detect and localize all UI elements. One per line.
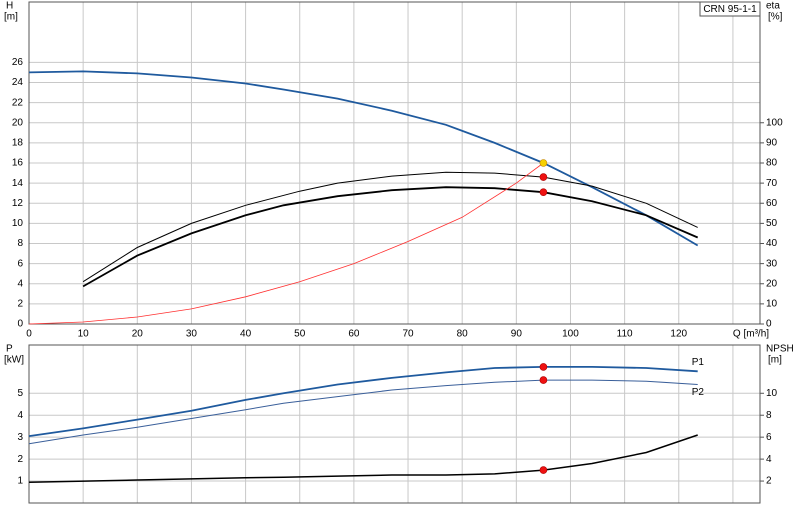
curve — [28, 434, 698, 483]
y-tick-label: 2 — [17, 299, 23, 310]
curve-label: P1 — [692, 357, 705, 368]
x-tick-label: 40 — [240, 329, 252, 340]
curve-label: P2 — [692, 387, 705, 398]
y-tick-label: 18 — [12, 138, 24, 149]
y-axis-label: H — [6, 1, 13, 12]
y2-tick-label: 0 — [766, 319, 772, 330]
curve — [28, 70, 699, 247]
y-tick-label: 3 — [17, 432, 23, 443]
y-tick-label: 10 — [12, 218, 24, 229]
x-tick-label: 50 — [294, 329, 306, 340]
operating-point — [539, 188, 548, 196]
plot-frame — [28, 344, 761, 504]
operating-point — [539, 159, 548, 167]
y2-tick-label: 20 — [766, 278, 778, 289]
x-tick-label: 90 — [511, 329, 523, 340]
y-axis-unit: [kW] — [4, 355, 24, 366]
y2-tick-label: 60 — [766, 198, 778, 209]
y-tick-label: 22 — [12, 97, 24, 108]
y-axis-label: P — [6, 344, 13, 355]
x-tick-label: 0 — [26, 329, 32, 340]
y2-tick-label: 90 — [766, 138, 778, 149]
x-tick-label: 10 — [78, 329, 90, 340]
y-tick-label: 4 — [17, 278, 23, 289]
y2-axis-label: NPSH — [766, 344, 794, 355]
y2-tick-label: 100 — [766, 117, 783, 128]
y-tick-label: 1 — [17, 476, 23, 487]
x-tick-label: 70 — [402, 329, 414, 340]
y-tick-label: 14 — [12, 178, 24, 189]
legend-box — [699, 1, 761, 17]
plot-frame — [28, 1, 761, 325]
y-tick-label: 8 — [17, 238, 23, 249]
x-tick-label: 60 — [348, 329, 360, 340]
curve — [82, 186, 699, 288]
operating-point — [539, 173, 548, 181]
operating-point — [539, 363, 548, 371]
y-tick-label: 6 — [17, 258, 23, 269]
y2-tick-label: 40 — [766, 238, 778, 249]
operating-point — [539, 466, 548, 474]
curve — [82, 171, 698, 283]
y-tick-label: 12 — [12, 198, 24, 209]
y2-tick-label: 8 — [766, 410, 772, 421]
y2-tick-label: 30 — [766, 258, 778, 269]
y-tick-label: 16 — [12, 158, 24, 169]
curve — [28, 366, 698, 437]
x-tick-label: Q [m³/h] — [733, 329, 769, 340]
y2-axis-unit: [%] — [768, 12, 783, 23]
y2-tick-label: 50 — [766, 218, 778, 229]
x-tick-label: 20 — [132, 329, 144, 340]
y-tick-label: 5 — [17, 388, 23, 399]
y-tick-label: 0 — [17, 319, 23, 330]
x-tick-label: 80 — [457, 329, 469, 340]
x-tick-label: 30 — [186, 329, 198, 340]
x-tick-label: 120 — [670, 329, 687, 340]
y-tick-label: 2 — [17, 454, 23, 465]
y-tick-label: 26 — [12, 57, 24, 68]
y2-tick-label: 80 — [766, 158, 778, 169]
curve — [28, 162, 544, 325]
y2-tick-label: 4 — [766, 454, 772, 465]
y2-tick-label: 10 — [766, 299, 778, 310]
x-tick-label: 100 — [562, 329, 579, 340]
y2-axis-unit: [m] — [768, 355, 782, 366]
y-tick-label: 4 — [17, 410, 23, 421]
curve — [28, 379, 698, 445]
y2-axis-label: eta — [766, 1, 780, 12]
y-tick-label: 20 — [12, 117, 24, 128]
chart-title: CRN 95-1-1 — [703, 4, 757, 15]
operating-point — [539, 376, 548, 384]
y2-tick-label: 70 — [766, 178, 778, 189]
y-axis-unit: [m] — [4, 12, 18, 23]
y2-tick-label: 10 — [766, 388, 778, 399]
y2-tick-label: 2 — [766, 476, 772, 487]
y2-tick-label: 6 — [766, 432, 772, 443]
y-tick-label: 24 — [12, 77, 24, 88]
x-tick-label: 110 — [617, 329, 633, 340]
